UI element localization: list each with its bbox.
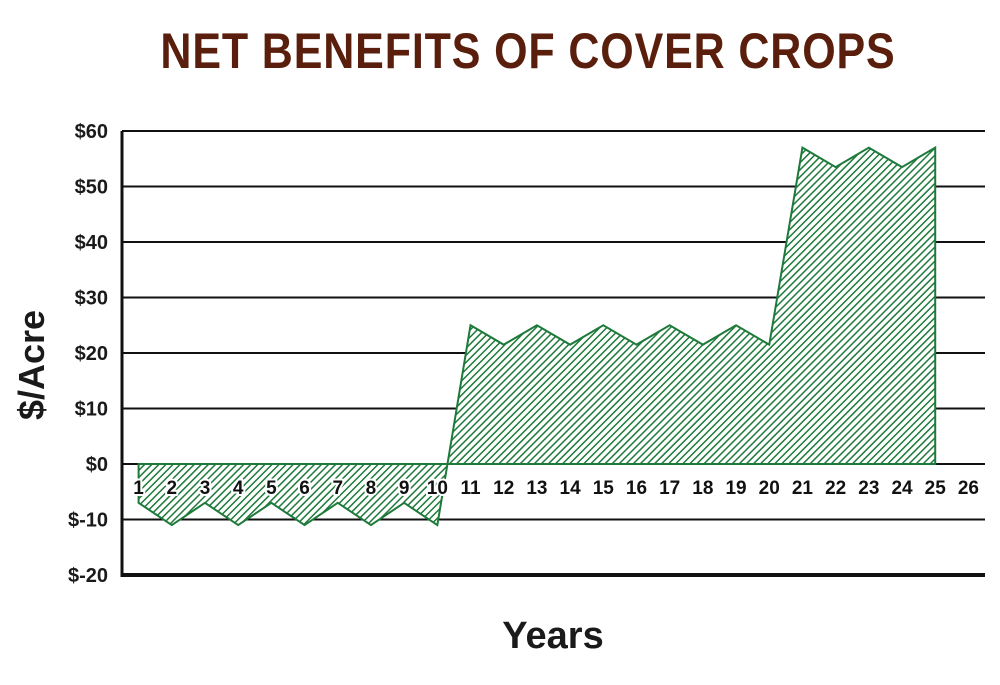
x-tick-label-outline: 18 <box>692 478 713 499</box>
x-tick-label: 1 <box>133 478 144 499</box>
x-tick-label-outline: 13 <box>526 478 547 499</box>
x-tick-label-outline: 19 <box>725 478 746 499</box>
x-tick-label-outline: 4 <box>233 478 244 499</box>
x-tick-label-outline: 7 <box>332 478 343 499</box>
x-tick-label: 4 <box>233 478 244 499</box>
y-tick-label: $50 <box>75 177 108 199</box>
x-tick-label-outline: 11 <box>460 478 481 499</box>
x-tick-label-outline: 1 <box>133 478 144 499</box>
x-tick-label: 8 <box>366 478 377 499</box>
y-tick-label: $60 <box>75 121 108 143</box>
x-tick-label-outline: 24 <box>891 478 913 499</box>
x-tick-label: 13 <box>526 478 547 499</box>
area-series <box>137 145 937 527</box>
x-tick-label: 3 <box>200 478 211 499</box>
x-tick-label: 25 <box>925 478 947 499</box>
x-tick-label-outline: 8 <box>366 478 377 499</box>
x-tick-label: 23 <box>858 478 879 499</box>
x-tick-label-outline: 16 <box>626 478 647 499</box>
x-tick-label: 11 <box>460 478 481 499</box>
x-tick-label: 24 <box>891 478 913 499</box>
x-tick-label-outline: 2 <box>166 478 177 499</box>
x-tick-label: 6 <box>299 478 310 499</box>
x-tick-label-outline: 12 <box>493 478 514 499</box>
y-tick-label: $-20 <box>68 565 108 587</box>
x-tick-label: 18 <box>692 478 713 499</box>
x-tick-label-outline: 14 <box>560 478 582 499</box>
x-tick-label: 14 <box>560 478 582 499</box>
x-tick-label-outline: 15 <box>593 478 615 499</box>
x-tick-label-outline: 25 <box>925 478 947 499</box>
x-tick-label-outline: 21 <box>792 478 814 499</box>
x-tick-label-outline: 26 <box>958 478 979 499</box>
y-tick-label: $30 <box>75 288 108 310</box>
x-tick-label: 2 <box>166 478 177 499</box>
x-tick-label: 26 <box>958 478 979 499</box>
x-tick-label: 17 <box>659 478 680 499</box>
x-tick-label: 19 <box>725 478 746 499</box>
x-tick-label-outline: 10 <box>427 478 448 499</box>
x-tick-label: 20 <box>759 478 780 499</box>
x-tick-label: 15 <box>593 478 615 499</box>
y-tick-label: $-10 <box>68 510 108 532</box>
y-axis-title: $/Acre <box>11 310 52 420</box>
y-tick-label: $20 <box>75 343 108 365</box>
x-tick-label: 10 <box>427 478 448 499</box>
x-tick-label-outline: 3 <box>200 478 211 499</box>
x-axis-title: Years <box>502 615 603 657</box>
x-tick-label-outline: 22 <box>825 478 846 499</box>
x-tick-label: 22 <box>825 478 846 499</box>
x-tick-label-outline: 5 <box>266 478 277 499</box>
x-tick-label-outline: 23 <box>858 478 879 499</box>
x-tick-label: 21 <box>792 478 814 499</box>
y-tick-label: $10 <box>75 399 108 421</box>
x-tick-label-outline: 17 <box>659 478 680 499</box>
x-tick-label: 7 <box>332 478 343 499</box>
chart-title: NET BENEFITS OF COVER CROPS <box>160 23 896 79</box>
x-tick-label: 16 <box>626 478 647 499</box>
x-tick-label: 9 <box>399 478 410 499</box>
y-tick-label: $40 <box>75 232 108 254</box>
y-tick-label: $0 <box>86 454 108 476</box>
x-tick-label-outline: 6 <box>299 478 310 499</box>
x-tick-label: 5 <box>266 478 277 499</box>
x-tick-label-outline: 20 <box>759 478 780 499</box>
x-tick-label-outline: 9 <box>399 478 410 499</box>
x-tick-label: 12 <box>493 478 514 499</box>
